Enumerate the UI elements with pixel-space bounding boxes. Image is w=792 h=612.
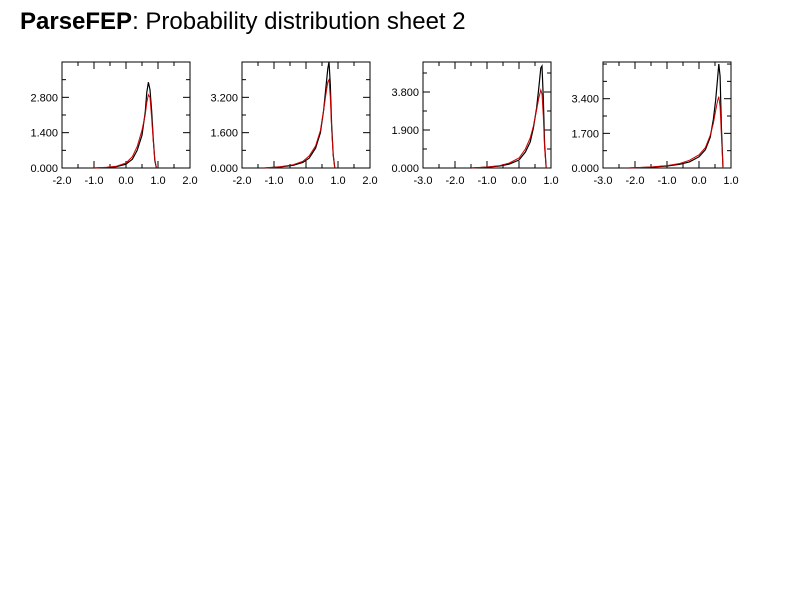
- y-tick-label: 1.700: [571, 128, 599, 140]
- x-tick-label: 0.0: [691, 175, 706, 187]
- x-tick-label: -2.0: [446, 175, 465, 187]
- x-tick-label: 0.0: [118, 175, 133, 187]
- x-tick-label: -1.0: [478, 175, 497, 187]
- x-tick-label: -3.0: [414, 175, 433, 187]
- x-tick-label: 0.0: [511, 175, 526, 187]
- series-line-2: [628, 96, 724, 169]
- y-tick-label: 0.000: [571, 163, 599, 175]
- plot-frame: [241, 61, 371, 169]
- y-tick-label: 1.900: [391, 125, 419, 137]
- y-tick-label: 3.200: [210, 92, 238, 104]
- series-line-2: [470, 88, 547, 169]
- page-title-app: ParseFEP: [20, 8, 133, 35]
- y-tick-label: 2.800: [30, 92, 58, 104]
- chart-panel-2: -2.0 -1.0 0.0 1.0 2.0 0.000 1.600 3.200: [210, 61, 378, 187]
- plot-frame: [422, 61, 552, 169]
- series-line-1: [264, 61, 336, 169]
- plot-frame: [602, 61, 732, 169]
- series-line-1: [628, 63, 724, 169]
- chart-panel-4: -3.0 -2.0 -1.0 0.0 1.0 0.000 1.700 3.400: [571, 61, 739, 187]
- x-tick-label: 1.0: [543, 175, 558, 187]
- y-tick-label: 1.600: [210, 128, 238, 140]
- x-tick-label: -1.0: [265, 175, 284, 187]
- y-tick-label: 0.000: [30, 163, 58, 175]
- plot-frame: [61, 61, 191, 169]
- page-title-rest: : Probability distribution sheet 2: [132, 8, 466, 35]
- y-tick-label: 1.400: [30, 128, 58, 140]
- series-line-1: [470, 63, 547, 169]
- chart-panel-1: -2.0 -1.0 0.0 1.0 2.0 0.000 1.400 2.800: [30, 61, 198, 187]
- page-title: ParseFEP: Probability distribution sheet…: [20, 8, 466, 36]
- series-line-2: [93, 93, 157, 169]
- x-tick-label: 2.0: [182, 175, 197, 187]
- y-tick-label: 0.000: [210, 163, 238, 175]
- x-tick-label: 1.0: [150, 175, 165, 187]
- x-tick-label: -1.0: [658, 175, 677, 187]
- y-tick-label: 3.800: [391, 87, 419, 99]
- y-tick-label: 3.400: [571, 94, 599, 106]
- x-tick-label: -2.0: [626, 175, 645, 187]
- x-tick-label: 2.0: [362, 175, 377, 187]
- series-line-2: [264, 77, 336, 169]
- series-line-1: [93, 82, 157, 169]
- x-tick-label: 1.0: [330, 175, 345, 187]
- y-tick-label: 0.000: [391, 163, 419, 175]
- x-tick-label: -2.0: [53, 175, 72, 187]
- x-tick-label: -2.0: [233, 175, 252, 187]
- x-tick-label: -1.0: [85, 175, 104, 187]
- x-tick-label: -3.0: [594, 175, 613, 187]
- chart-panel-3: -3.0 -2.0 -1.0 0.0 1.0 0.000 1.900 3.800: [391, 61, 559, 187]
- x-tick-label: 1.0: [723, 175, 738, 187]
- x-tick-label: 0.0: [298, 175, 313, 187]
